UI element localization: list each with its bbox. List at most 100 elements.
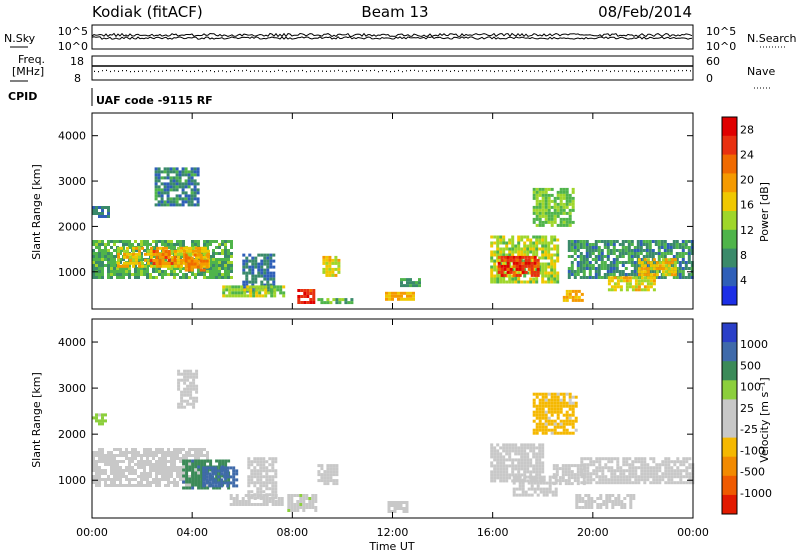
data-cell xyxy=(544,187,548,191)
data-cell xyxy=(550,407,554,411)
data-cell xyxy=(253,503,257,506)
data-cell xyxy=(189,393,193,397)
data-cell xyxy=(193,167,197,171)
data-cell xyxy=(535,250,539,254)
data-cell xyxy=(143,448,146,451)
data-cell xyxy=(565,211,569,215)
data-cell xyxy=(98,249,101,252)
data-cell xyxy=(187,176,191,180)
data-cell xyxy=(505,244,509,248)
data-cell xyxy=(598,463,602,467)
data-cell xyxy=(589,460,593,464)
data-cell xyxy=(559,211,563,215)
data-cell xyxy=(603,261,607,264)
data-cell xyxy=(201,249,204,253)
data-cell xyxy=(262,463,266,467)
data-cell xyxy=(245,256,249,260)
data-cell xyxy=(661,475,665,479)
data-cell xyxy=(140,475,143,478)
data-cell xyxy=(607,481,611,485)
data-cell xyxy=(631,472,635,476)
data-cell xyxy=(529,277,533,281)
data-cell xyxy=(116,463,119,466)
data-cell xyxy=(218,267,221,270)
data-cell xyxy=(515,255,519,259)
data-cell xyxy=(538,241,542,245)
data-cell xyxy=(163,191,167,195)
data-cell xyxy=(110,261,113,264)
data-cell xyxy=(135,255,138,259)
data-cell xyxy=(530,273,534,277)
data-cell xyxy=(655,481,659,485)
data-cell xyxy=(227,486,231,490)
data-cell xyxy=(174,252,177,256)
data-cell xyxy=(140,273,143,276)
data-cell xyxy=(559,431,563,435)
data-cell xyxy=(92,276,95,279)
data-cell xyxy=(657,258,661,261)
data-cell xyxy=(95,454,98,457)
data-cell xyxy=(600,264,604,267)
data-cell xyxy=(205,265,209,269)
data-cell xyxy=(499,253,503,257)
data-cell xyxy=(639,252,643,255)
data-cell xyxy=(669,249,673,252)
data-cell xyxy=(140,460,143,463)
data-cell xyxy=(211,466,215,470)
data-cell xyxy=(161,243,164,246)
data-cell xyxy=(272,283,276,287)
data-cell xyxy=(508,455,512,459)
noise-search-trace xyxy=(91,36,693,40)
data-cell xyxy=(167,240,170,243)
data-cell xyxy=(143,469,146,472)
data-cell xyxy=(263,253,267,257)
data-cell xyxy=(553,214,557,218)
data-cell xyxy=(235,472,239,476)
data-cell xyxy=(545,487,549,491)
data-cell xyxy=(287,500,291,503)
data-cell xyxy=(183,369,187,373)
data-cell xyxy=(634,478,638,482)
data-cell xyxy=(177,381,181,385)
data-cell xyxy=(627,255,631,258)
data-cell xyxy=(158,270,161,273)
data-cell xyxy=(184,256,188,260)
data-cell xyxy=(165,246,168,250)
data-cell xyxy=(203,486,207,490)
data-cell xyxy=(250,463,254,467)
data-cell xyxy=(104,419,107,423)
data-cell xyxy=(565,289,569,293)
data-cell xyxy=(110,273,113,276)
data-cell xyxy=(646,282,650,286)
data-cell xyxy=(161,259,165,262)
data-cell xyxy=(322,258,326,262)
data-cell xyxy=(499,479,503,483)
data-cell xyxy=(651,261,655,264)
data-cell xyxy=(532,467,536,471)
data-cell xyxy=(533,270,537,274)
data-cell xyxy=(302,506,306,509)
data-cell xyxy=(568,422,572,426)
data-cell xyxy=(515,487,519,491)
data-cell xyxy=(629,506,633,509)
data-cell xyxy=(550,241,554,245)
data-cell xyxy=(152,262,156,265)
data-cell xyxy=(247,481,251,485)
data-cell xyxy=(556,425,560,429)
data-cell xyxy=(589,478,593,482)
data-cell xyxy=(598,469,602,473)
colorbar-segment xyxy=(722,267,737,287)
data-cell xyxy=(399,507,403,510)
data-cell xyxy=(189,369,193,373)
data-cell xyxy=(393,510,397,513)
data-cell xyxy=(176,451,179,454)
data-cell xyxy=(119,460,122,463)
data-cell xyxy=(200,471,204,475)
data-cell xyxy=(571,205,575,209)
data-cell xyxy=(144,264,147,268)
data-cell xyxy=(628,279,632,283)
noise-panel-frame xyxy=(91,24,694,50)
data-cell xyxy=(181,203,185,207)
data-cell xyxy=(221,252,224,255)
